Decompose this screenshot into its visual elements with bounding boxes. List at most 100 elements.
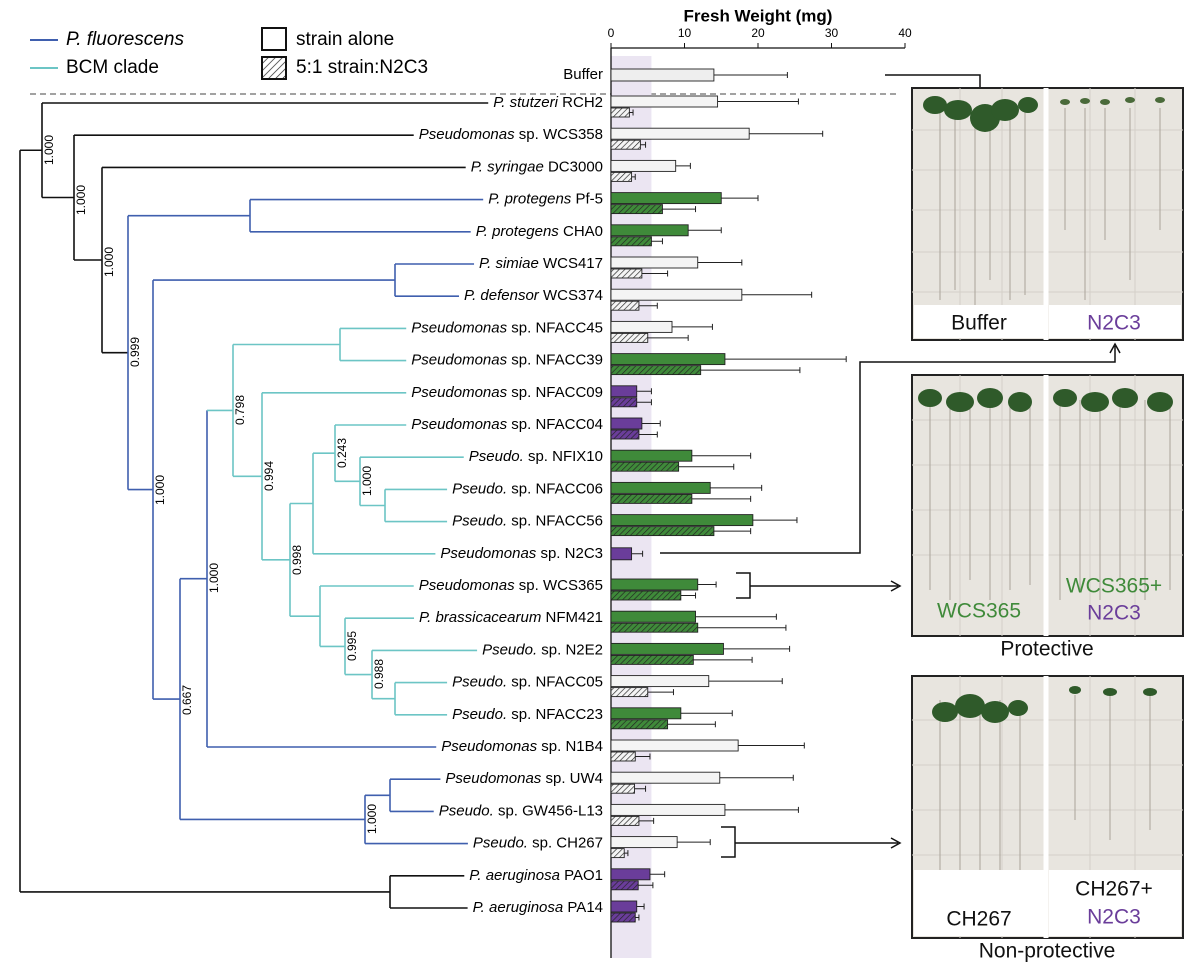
panel-label: Buffer (951, 312, 1007, 335)
category-label: P. aeruginosa PAO1 (469, 867, 603, 884)
error-bar (719, 774, 794, 781)
category-label: Pseudo. sp. NFACC56 (452, 513, 603, 530)
support-value: 0.995 (345, 631, 359, 661)
category-label: P. defensor WCS374 (464, 287, 603, 304)
bar-legend: strain alone 5:1 strain:N2C3 (261, 27, 428, 80)
error-bar (678, 463, 735, 470)
error-bar (662, 206, 697, 213)
photo-panel: Buffer N2C3 (911, 87, 1184, 341)
error-bar (688, 227, 722, 234)
error-bar (634, 785, 647, 792)
error-bar (651, 238, 663, 245)
bar (610, 868, 651, 881)
bar (610, 590, 682, 601)
panel-label: N2C3 (1087, 602, 1141, 625)
bar (610, 654, 694, 665)
photo-panel: CH267 CH267+ N2C3 Non-protective (911, 675, 1184, 963)
error-bar (680, 592, 697, 599)
panel-caption: Protective (1000, 638, 1093, 661)
category-label: P. stutzeri RCH2 (493, 94, 603, 111)
category-label: Pseudo. sp. GW456-L13 (439, 802, 603, 819)
bar (610, 224, 689, 237)
bar (610, 493, 693, 504)
category-label: Pseudomonas sp. N1B4 (441, 738, 603, 755)
error-bar (717, 98, 799, 105)
leaf-branches (42, 102, 489, 909)
support-value: 1.000 (207, 563, 221, 593)
error-bar (741, 291, 813, 298)
bar (610, 204, 663, 215)
bar (610, 848, 625, 859)
error-bar (710, 484, 763, 491)
bar (610, 300, 640, 311)
bar-chart: Fresh Weight (mg) 0 10 20 30 40 Buffer P. stutz… (411, 6, 912, 958)
arrow-head (890, 837, 902, 849)
support-value: 1.000 (42, 135, 56, 165)
support-value: 1.000 (74, 185, 88, 215)
bar (610, 107, 630, 118)
error-bar (640, 141, 647, 148)
error-bar (724, 806, 799, 813)
bar (610, 481, 711, 494)
bar (610, 332, 649, 343)
x-tick-label: 20 (751, 26, 765, 40)
category-label: Pseudomonas sp. WCS365 (419, 577, 603, 594)
bar (610, 719, 669, 730)
error-bar (631, 173, 636, 180)
arrow (736, 572, 898, 599)
x-tick-label: 40 (898, 26, 912, 40)
category-label: P. protegens Pf-5 (488, 191, 603, 208)
panel-label: WCS365 (937, 600, 1021, 623)
bar (610, 192, 722, 205)
error-bar (635, 914, 640, 921)
error-bar (647, 689, 674, 696)
x-tick-label: 30 (825, 26, 839, 40)
error-bar (691, 495, 752, 502)
support-value: 1.000 (153, 475, 167, 505)
bar (610, 417, 643, 430)
bar (610, 771, 721, 784)
bar (610, 256, 699, 269)
bar (610, 526, 715, 537)
support-value: 0.667 (180, 685, 194, 715)
error-bar (667, 721, 716, 728)
bar (610, 622, 699, 633)
error-bar (649, 871, 666, 878)
bar (610, 127, 750, 140)
error-bar (697, 624, 787, 631)
bar (610, 707, 682, 720)
bar (610, 353, 726, 366)
category-label: Pseudomonas sp. WCS358 (419, 126, 603, 143)
category-label: P. syringae DC3000 (471, 158, 603, 175)
support-value: 0.994 (262, 461, 276, 491)
x-tick-label: 10 (678, 26, 692, 40)
error-bar (749, 130, 824, 137)
bar (610, 268, 643, 279)
bar (610, 880, 639, 891)
arrow (660, 346, 1116, 554)
bar (610, 815, 640, 826)
bar (610, 320, 673, 333)
bar (610, 365, 702, 376)
bar (610, 739, 739, 752)
x-tick-label: 0 (608, 26, 615, 40)
bar (610, 514, 754, 527)
error-bar (631, 550, 644, 557)
error-bar (636, 388, 652, 395)
error-bar (691, 452, 752, 459)
error-bar (647, 334, 689, 341)
error-bar (700, 367, 801, 374)
category-label: Pseudo. sp. CH267 (473, 835, 603, 852)
category-label: P. simiae WCS417 (479, 255, 603, 272)
bar (610, 236, 652, 247)
error-bar (638, 431, 658, 438)
branch (207, 328, 396, 715)
panel-label: WCS365+ (1066, 575, 1162, 598)
category-label: Pseudo. sp. NFACC06 (452, 480, 603, 497)
bar (610, 68, 715, 82)
error-bar (638, 817, 655, 824)
support-value: 0.988 (372, 659, 386, 689)
bar (610, 288, 743, 301)
bar (610, 642, 724, 655)
